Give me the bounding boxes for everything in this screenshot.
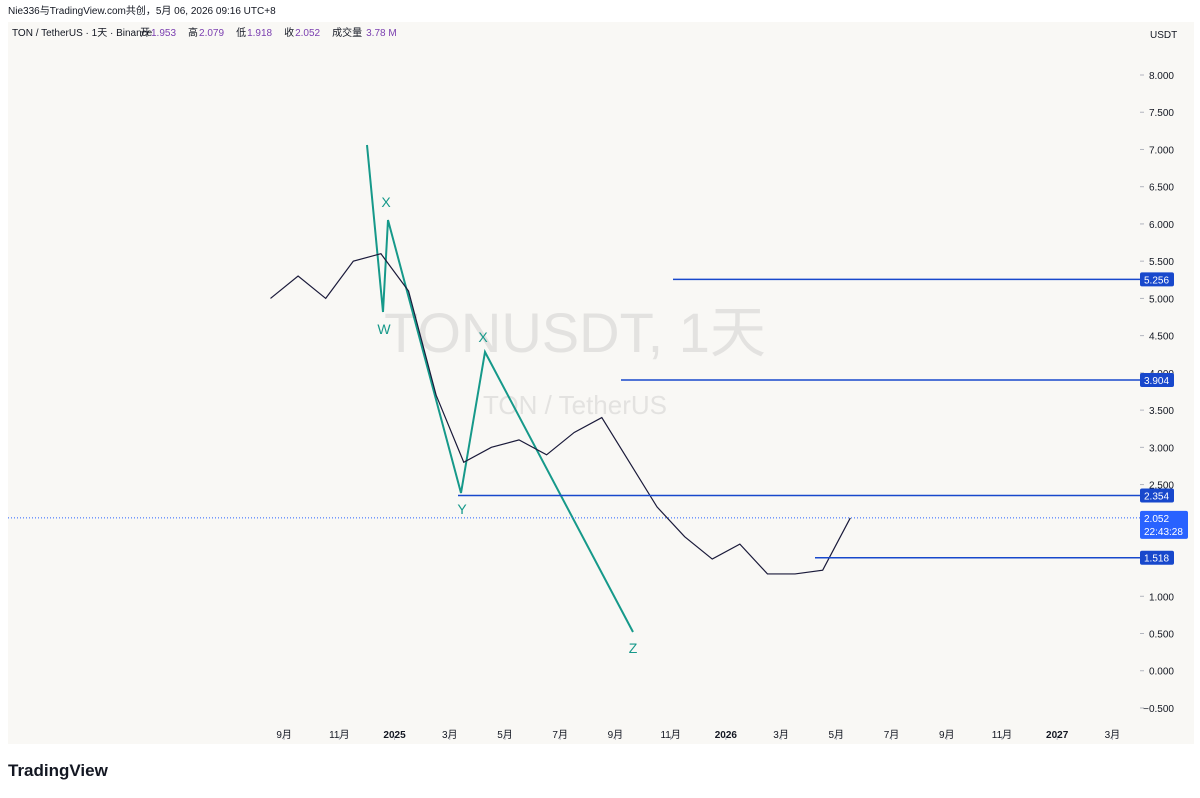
volume: 3.78 M: [366, 28, 397, 39]
level-tag: [1140, 272, 1174, 287]
wave-label: Z: [629, 640, 638, 656]
y-tick-label: 8.000: [1149, 71, 1174, 82]
wave-label: Y: [457, 501, 467, 517]
x-tick-label: 2025: [383, 730, 406, 741]
last-price-tag: [1140, 510, 1188, 539]
y-tick-label: 1.000: [1149, 592, 1174, 603]
snapshot: Nie336与TradingView.com共创，5月 06, 2026 09:…: [8, 4, 276, 17]
watermark-sub: TON / TetherUS: [483, 390, 667, 420]
x-tick-label: 5月: [829, 729, 845, 741]
y-tick-label: 3.000: [1149, 443, 1174, 454]
x-tick-label: 2026: [715, 730, 738, 741]
y-tick-label: 0.000: [1149, 667, 1174, 678]
level-tag: [1140, 550, 1174, 565]
ohlc-value: 1.918: [247, 28, 272, 39]
wave-label: W: [377, 321, 391, 337]
ohlc-label: 低: [236, 26, 246, 39]
level-tag: [1140, 488, 1174, 503]
y-tick-label: 5.500: [1149, 257, 1174, 268]
ohlc-label: 收: [284, 26, 294, 39]
x-tick-label: 5月: [497, 729, 513, 741]
x-tick-label: 3月: [442, 729, 458, 741]
ohlc-value: 2.052: [295, 28, 320, 39]
x-tick-label: 3月: [1105, 729, 1121, 741]
level-label: 1.518: [1144, 554, 1169, 565]
ohlc-value: 1.953: [151, 28, 176, 39]
price-line: [270, 253, 851, 575]
level-label: 5.256: [1144, 275, 1169, 286]
watermark: TONUSDT, 1天: [384, 301, 766, 364]
last-price: 2.052: [1144, 514, 1169, 525]
logo: TradingView: [8, 761, 109, 780]
x-tick-label: 11月: [329, 729, 349, 741]
y-tick-label: 4.500: [1149, 332, 1174, 343]
ohlc-value: 2.079: [199, 28, 224, 39]
plot-bg: [8, 22, 1194, 744]
y-tick-label: 7.000: [1149, 145, 1174, 156]
wave-label: X: [381, 194, 391, 210]
x-tick-label: 9月: [608, 729, 624, 741]
x-tick-label: 7月: [552, 729, 568, 741]
x-tick-label: 11月: [992, 729, 1012, 741]
wave-label: X: [478, 329, 488, 345]
y-tick-label: 3.500: [1149, 406, 1174, 417]
symbol: TON / TetherUS · 1天 · Binance: [12, 28, 153, 39]
y-tick-label: 5.000: [1149, 294, 1174, 305]
x-tick-label: 2027: [1046, 730, 1069, 741]
wave-lines: [366, 144, 634, 633]
countdown: 22:43:28: [1144, 527, 1183, 538]
x-tick-label: 9月: [276, 729, 292, 741]
y-tick-label: 7.500: [1149, 108, 1174, 119]
x-tick-label: 7月: [884, 729, 900, 741]
y-tick-label: 0.500: [1149, 630, 1174, 641]
volume-label: 成交量: [332, 26, 362, 39]
y-tick-label: 6.500: [1149, 183, 1174, 194]
level-tag: [1140, 373, 1174, 388]
level-label: 3.904: [1144, 376, 1169, 387]
currency: USDT: [1150, 30, 1177, 41]
wave-labels: X W X Y Z: [377, 194, 637, 656]
y-tick-label: 6.000: [1149, 220, 1174, 231]
ohlc-label: 高: [188, 26, 198, 39]
y-tick-label: 2.500: [1149, 481, 1174, 492]
x-tick-label: 3月: [773, 729, 789, 741]
level-label: 2.354: [1144, 491, 1169, 502]
y-tick-label: −0.500: [1143, 704, 1174, 715]
x-tick-label: 9月: [939, 729, 955, 741]
ohlc-label: 开: [140, 28, 150, 39]
x-tick-label: 11月: [660, 729, 680, 741]
